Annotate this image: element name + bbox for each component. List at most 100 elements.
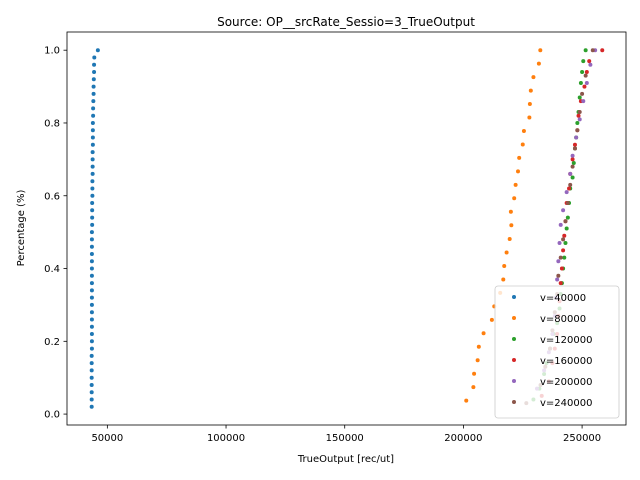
data-point (567, 186, 572, 191)
data-point (527, 115, 532, 120)
data-point (563, 219, 568, 224)
x-tick-label: 200000 (444, 433, 482, 444)
legend-entry: v=40000 (540, 293, 586, 304)
data-point (577, 117, 582, 122)
data-point (558, 222, 563, 227)
y-tick-label: 0.2 (44, 337, 60, 348)
data-point (89, 295, 94, 300)
data-point (89, 288, 94, 293)
data-point (89, 404, 94, 409)
data-point (588, 62, 593, 67)
data-point (576, 113, 581, 118)
data-point (92, 70, 97, 75)
data-point (570, 153, 575, 158)
data-point (563, 241, 568, 246)
data-point (570, 157, 575, 162)
data-point (90, 135, 95, 140)
data-point (570, 175, 575, 180)
data-point (531, 75, 536, 80)
data-point (574, 135, 579, 140)
legend: v=40000 v=80000 v=120000 v=160000 v=200000 v=… (494, 285, 620, 419)
data-point (89, 237, 94, 242)
data-point (89, 339, 94, 344)
data-point (572, 146, 577, 151)
data-point (558, 255, 563, 260)
data-point (536, 61, 541, 66)
data-point (472, 371, 477, 376)
data-point (89, 251, 94, 256)
data-point (89, 332, 94, 337)
data-point (89, 230, 94, 235)
data-point (89, 266, 94, 271)
data-point (89, 353, 94, 358)
data-point (89, 281, 94, 286)
legend-marker (512, 337, 516, 341)
data-point (471, 385, 476, 390)
data-point (90, 164, 95, 169)
legend-entry: v=120000 (540, 335, 592, 346)
data-point (565, 215, 570, 220)
data-point (91, 77, 96, 82)
legend-box (494, 285, 620, 419)
data-point (89, 324, 94, 329)
legend-marker (512, 379, 516, 383)
data-point (89, 361, 94, 366)
x-tick-label: 100000 (207, 433, 245, 444)
data-point (521, 128, 526, 133)
data-point (90, 222, 95, 227)
data-point (587, 59, 592, 64)
y-tick-label: 0.6 (44, 191, 60, 202)
data-point (564, 190, 569, 195)
data-point (561, 237, 566, 242)
data-point (476, 344, 481, 349)
x-tick-label: 250000 (563, 433, 601, 444)
y-tick-label: 0.4 (44, 264, 60, 275)
data-point (481, 331, 486, 336)
data-point (555, 277, 560, 282)
data-point (575, 120, 580, 125)
legend-entry: v=200000 (540, 377, 592, 388)
data-point (570, 164, 575, 169)
data-point (512, 196, 517, 201)
data-point (89, 317, 94, 322)
x-axis-label: TrueOutput [rec/ut] (297, 454, 394, 465)
data-point (91, 113, 96, 118)
data-point (89, 302, 94, 307)
data-point (464, 398, 469, 403)
data-point (508, 209, 513, 214)
data-point (580, 70, 585, 75)
data-point (528, 88, 533, 93)
data-point (89, 310, 94, 315)
data-point (557, 241, 562, 246)
data-point (562, 255, 567, 260)
data-point (561, 248, 566, 253)
data-point (489, 317, 494, 322)
data-point (91, 99, 96, 104)
legend-entry: v=160000 (540, 356, 592, 367)
data-point (90, 186, 95, 191)
data-point (507, 237, 512, 242)
legend-entry: v=80000 (540, 314, 586, 325)
data-point (475, 358, 480, 363)
data-point (578, 80, 583, 85)
data-point (568, 182, 573, 187)
data-point (565, 201, 570, 206)
legend-entry: v=240000 (540, 398, 592, 409)
data-point (516, 169, 520, 174)
y-tick-label: 0.8 (44, 118, 60, 129)
data-point (90, 150, 95, 155)
plot-frame (66, 31, 627, 426)
data-point (581, 59, 586, 64)
data-point (91, 91, 96, 96)
chart-title: Source: OP__srcRate_Sessio=3_TrueOutput (217, 15, 475, 29)
data-point (513, 182, 518, 187)
data-point (509, 223, 514, 228)
data-point (559, 266, 564, 271)
data-point (90, 179, 95, 184)
data-point (91, 106, 96, 111)
data-point (517, 155, 522, 160)
data-point (527, 102, 532, 107)
data-point (90, 201, 95, 206)
x-tick-label: 50000 (91, 433, 123, 444)
